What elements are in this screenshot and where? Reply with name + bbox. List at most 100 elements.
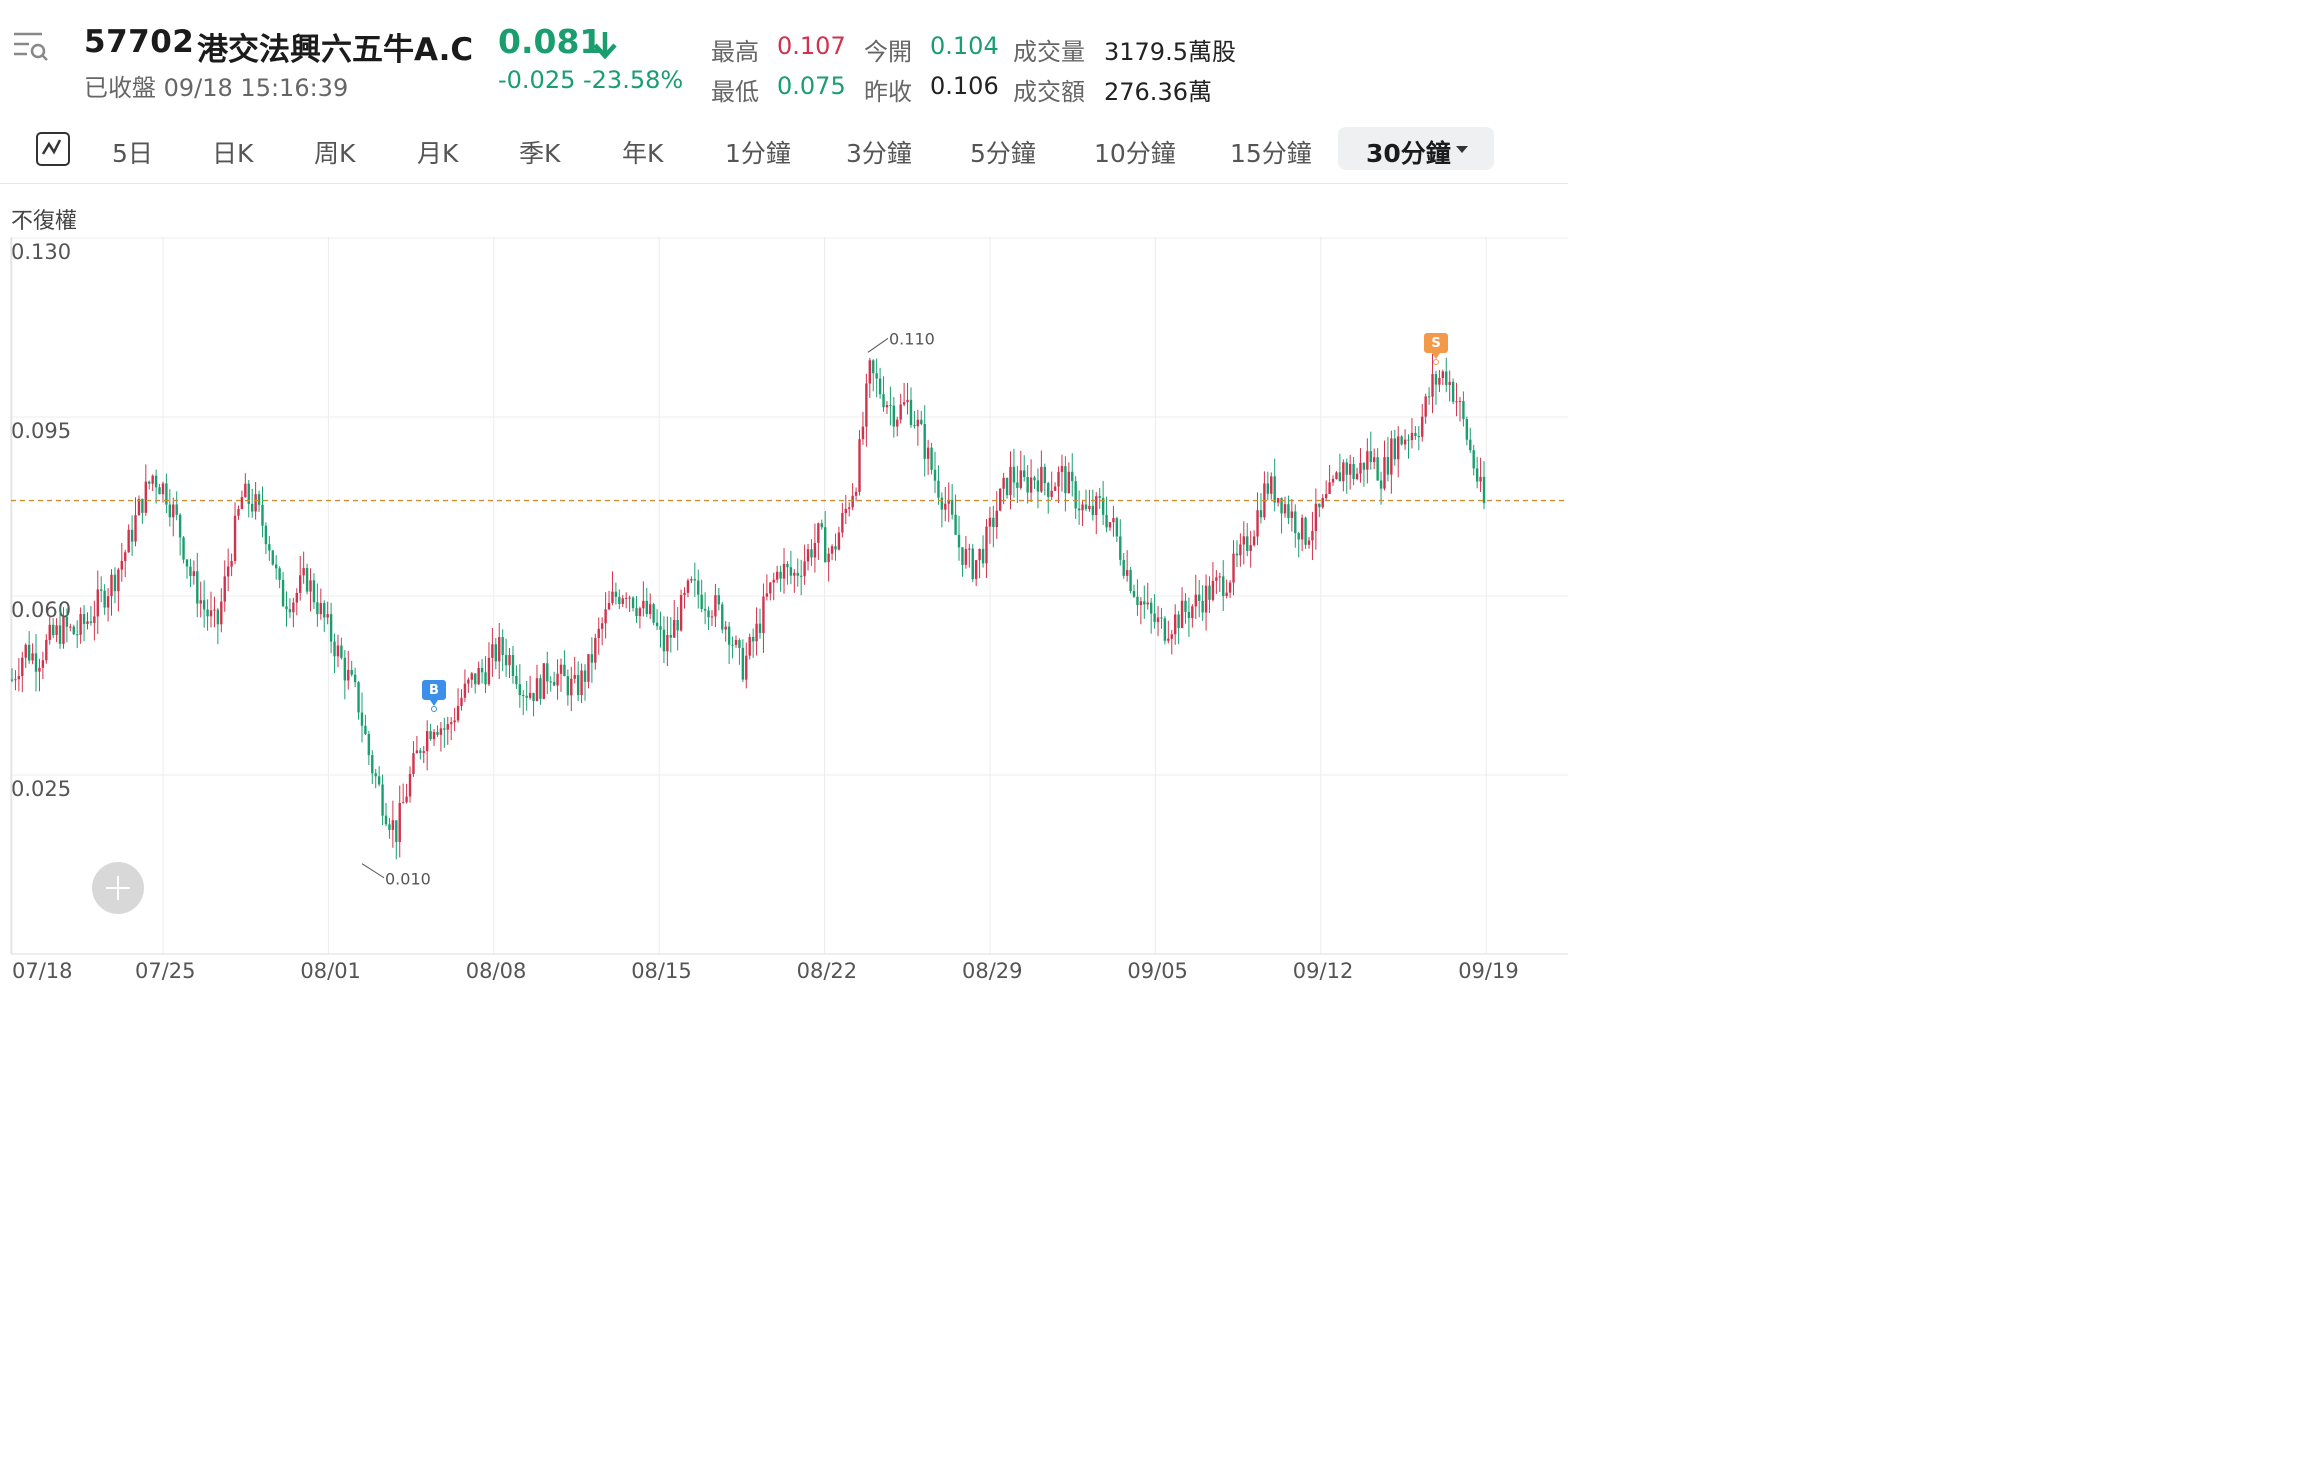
candle-body — [425, 731, 429, 752]
tab-30min[interactable] — [1338, 127, 1494, 170]
stat-low-label: 最低 — [711, 78, 759, 106]
candle-body — [673, 619, 676, 638]
candle-body — [1366, 451, 1369, 470]
tab-1min[interactable]: 1分鐘 — [725, 139, 791, 168]
candle-body — [1297, 533, 1300, 540]
tab-month[interactable]: 月K — [417, 139, 459, 168]
stat-low-value: 0.075 — [777, 72, 846, 100]
candle-body — [494, 644, 498, 662]
candle-body — [1228, 582, 1232, 593]
candle-body — [889, 405, 892, 407]
chart-type-button[interactable] — [36, 132, 70, 166]
candle-body — [268, 544, 271, 551]
candle-body — [1355, 473, 1359, 480]
add-indicator-button[interactable] — [92, 862, 144, 914]
candle-body — [1146, 602, 1149, 605]
candle-body — [697, 580, 700, 595]
candle-body — [1163, 618, 1167, 641]
candle-body — [940, 497, 944, 510]
candle-body — [762, 596, 765, 634]
candle-body — [676, 619, 679, 631]
candle-body — [1064, 466, 1067, 494]
candle-body — [1098, 496, 1101, 498]
candle-body — [14, 679, 17, 681]
candle-body — [1194, 594, 1197, 607]
candle-body — [1136, 596, 1139, 606]
candle-body — [1225, 592, 1228, 596]
tab-10min[interactable]: 10分鐘 — [1094, 139, 1176, 168]
candle-body — [981, 548, 985, 564]
candle-body — [374, 773, 377, 777]
stat-turnover-value: 276.36萬 — [1104, 78, 1212, 106]
candle-body — [844, 508, 847, 514]
tab-15min[interactable]: 15分鐘 — [1230, 139, 1312, 168]
candle-body — [909, 399, 913, 426]
candle-body — [772, 579, 775, 583]
candle-body — [460, 697, 463, 706]
candle-body — [463, 683, 467, 698]
tab-5d[interactable]: 5日 — [112, 139, 153, 168]
candle-body — [377, 776, 381, 785]
candle-body — [415, 750, 419, 754]
candle-body — [755, 623, 758, 642]
tab-year[interactable]: 年K — [622, 139, 664, 168]
tab-week[interactable]: 周K — [314, 139, 356, 168]
candle-body — [1149, 602, 1153, 614]
candle-body — [484, 672, 487, 685]
candlestick-chart[interactable]: 0.130 0.095 0.060 0.025 07/18 07/25 08/01 08/08… — [0, 230, 1568, 996]
last-price: 0.081 — [498, 22, 603, 61]
candle-body — [786, 563, 789, 568]
candle-body — [340, 645, 343, 658]
candle-body — [1397, 436, 1400, 460]
tab-day[interactable]: 日K — [212, 139, 254, 168]
candle-body — [69, 626, 72, 628]
candle-body — [1445, 371, 1448, 385]
candle-body — [913, 425, 916, 427]
candle-body — [10, 679, 14, 681]
candle-body — [1105, 514, 1108, 528]
candle-body — [412, 753, 415, 774]
candle-body — [1335, 472, 1338, 479]
candle-body — [748, 637, 751, 656]
candle-body — [745, 655, 748, 680]
tab-3min[interactable]: 3分鐘 — [846, 139, 912, 168]
candle-body — [1029, 477, 1033, 493]
candle-body — [652, 604, 655, 623]
candle-body — [714, 595, 717, 617]
candle-body — [305, 568, 309, 592]
candle-body — [65, 616, 69, 627]
candle-body — [1242, 536, 1246, 545]
watchlist-menu-icon[interactable] — [12, 26, 50, 64]
stat-turnover-label: 成交額 — [1013, 78, 1085, 106]
tab-5min[interactable]: 5分鐘 — [970, 139, 1036, 168]
sell-marker-dot — [1433, 359, 1439, 365]
candle-body — [1215, 577, 1218, 581]
buy-marker-dot — [431, 706, 437, 712]
candle-body — [1012, 466, 1016, 483]
candle-body — [196, 571, 199, 604]
candle-body — [405, 796, 408, 803]
candle-body — [655, 622, 659, 627]
candle-body — [604, 609, 607, 624]
high-annotation-leader — [867, 337, 889, 353]
candle-body — [1451, 381, 1455, 402]
candle-body — [666, 635, 669, 652]
x-tick-label: 08/15 — [631, 959, 692, 983]
price-change: -0.025 -23.58% — [498, 66, 684, 94]
price-adjust-toggle[interactable]: 不復權 — [11, 209, 78, 234]
candle-body — [285, 606, 288, 610]
candle-body — [178, 514, 182, 538]
candle-body — [1053, 486, 1057, 491]
candle-body — [216, 609, 220, 625]
candle-body — [148, 481, 151, 484]
candle-body — [1043, 466, 1047, 484]
candle-body — [1431, 374, 1434, 397]
candle-body — [727, 626, 731, 645]
candle-body — [624, 597, 628, 599]
candle-body — [477, 668, 480, 685]
tab-quarter[interactable]: 季K — [519, 139, 561, 168]
candle-body — [875, 373, 878, 379]
candle-body — [1417, 436, 1421, 438]
candle-body — [281, 579, 285, 607]
candle-body — [453, 720, 456, 723]
